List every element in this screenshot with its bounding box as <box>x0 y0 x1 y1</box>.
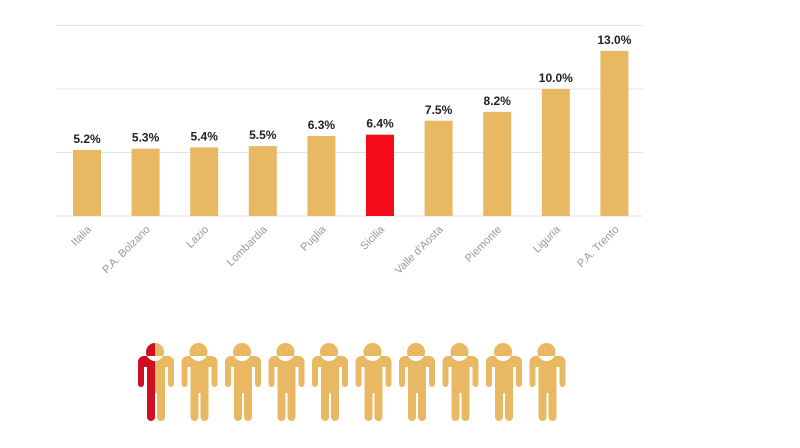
person-icon <box>486 343 522 421</box>
x-tick-label-liguria: Liguria <box>531 223 563 255</box>
bar-p-a-bolzano <box>131 148 160 216</box>
bar-sicilia <box>366 134 394 216</box>
pictogram-row <box>138 343 566 421</box>
bar-lombardia <box>248 146 277 216</box>
value-label-liguria: 10.0% <box>539 71 573 85</box>
person-icon <box>442 343 479 421</box>
value-label-piemonte: 8.2% <box>484 94 512 108</box>
x-tick-label-lazio: Lazio <box>184 224 211 251</box>
bar-lazio <box>190 147 219 216</box>
x-tick-label-valle-d-aosta: Valle d'Aosta <box>393 223 447 277</box>
value-label-valle-d-aosta: 7.5% <box>425 103 453 117</box>
x-tick-labels: Italia P.A. Bolzano Lazio Lombardia Puglia Si… <box>69 223 621 277</box>
bar-piemonte <box>483 111 512 216</box>
bar-p-a-trento <box>600 50 629 217</box>
person-icon <box>181 343 218 421</box>
person-icon <box>529 343 566 421</box>
value-labels: 5.2% 5.3% 5.4% 5.5% 6.3% 6.4% 7.5% 8.2% 10.0% 13.… <box>73 33 631 146</box>
x-tick-label-puglia: Puglia <box>298 223 329 254</box>
bar-italia <box>73 149 101 216</box>
value-label-lombardia: 5.5% <box>249 128 277 142</box>
value-label-p-a-bolzano: 5.3% <box>132 131 160 145</box>
bar-valle-d-aosta <box>424 120 453 216</box>
bar-liguria <box>541 89 570 216</box>
person-icon <box>312 343 348 421</box>
x-tick-label-sicilia: Sicilia <box>358 223 387 252</box>
person-icon <box>355 343 392 421</box>
person-icon <box>138 343 174 421</box>
bar-puglia <box>307 135 336 216</box>
bars <box>73 50 629 217</box>
value-label-sicilia: 6.4% <box>366 117 394 131</box>
value-label-puglia: 6.3% <box>308 118 336 132</box>
person-icon <box>225 343 261 421</box>
value-label-lazio: 5.4% <box>191 129 219 143</box>
person-icon <box>268 343 305 421</box>
person-icon <box>399 343 435 421</box>
value-label-italia: 5.2% <box>73 132 101 146</box>
person-highlight-fill <box>138 343 155 421</box>
x-tick-label-italia: Italia <box>69 223 95 249</box>
x-tick-label-p-a-trento: P.A. Trento <box>575 224 621 270</box>
x-tick-label-p-a-bolzano: P.A. Bolzano <box>100 224 152 276</box>
value-label-p-a-trento: 13.0% <box>597 33 631 47</box>
x-tick-label-lombardia: Lombardia <box>225 223 271 269</box>
x-tick-label-piemonte: Piemonte <box>463 224 504 265</box>
